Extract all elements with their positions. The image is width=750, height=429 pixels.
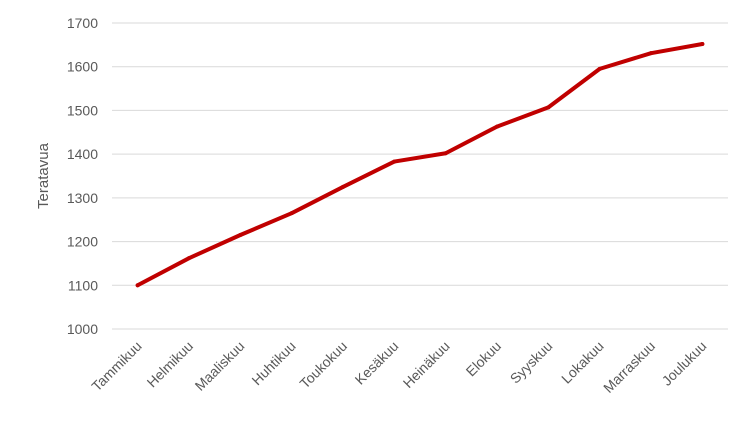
- x-tick-label: Heinäkuu: [400, 338, 453, 391]
- y-tick-label: 1200: [67, 234, 98, 250]
- x-tick-label: Maaliskuu: [192, 338, 248, 394]
- data-point: [700, 41, 705, 46]
- data-point: [392, 159, 397, 164]
- data-point: [443, 151, 448, 156]
- y-tick-label: 1700: [67, 15, 98, 31]
- y-tick-label: 1300: [67, 190, 98, 206]
- x-tick-label: Elokuu: [463, 338, 505, 380]
- series-layer: [135, 41, 705, 288]
- x-tick-label: Lokakuu: [558, 338, 607, 387]
- x-tick-label: Marraskuu: [600, 338, 658, 396]
- x-tick-label: Toukokuu: [296, 338, 350, 392]
- data-point: [187, 256, 191, 261]
- series-line: [135, 41, 705, 288]
- y-axis-title: Teratavua: [35, 142, 52, 209]
- data-point: [135, 283, 140, 288]
- data-point: [597, 66, 602, 71]
- data-point: [546, 105, 551, 110]
- gridlines: [112, 22, 728, 330]
- y-tick-label: 1600: [67, 59, 98, 75]
- data-point: [495, 124, 499, 129]
- x-tick-label: Joulukuu: [659, 338, 710, 389]
- data-point: [649, 51, 653, 56]
- data-point: [341, 184, 345, 189]
- y-tick-label: 1400: [67, 146, 98, 162]
- data-point: [238, 233, 243, 238]
- x-tick-label: Syyskuu: [507, 338, 556, 387]
- y-axis-ticks: 1000 1100 1200 1300 1400 1500 1600 1700: [67, 15, 98, 337]
- x-tick-label: Helmikuu: [144, 338, 197, 391]
- y-tick-label: 1100: [68, 277, 98, 293]
- x-tick-label: Tammikuu: [88, 338, 144, 394]
- y-tick-label: 1500: [67, 102, 98, 118]
- data-point: [289, 211, 294, 216]
- y-tick-label: 1000: [67, 321, 98, 337]
- x-tick-label: Kesäkuu: [352, 338, 402, 388]
- x-tick-label: Huhtikuu: [248, 338, 298, 388]
